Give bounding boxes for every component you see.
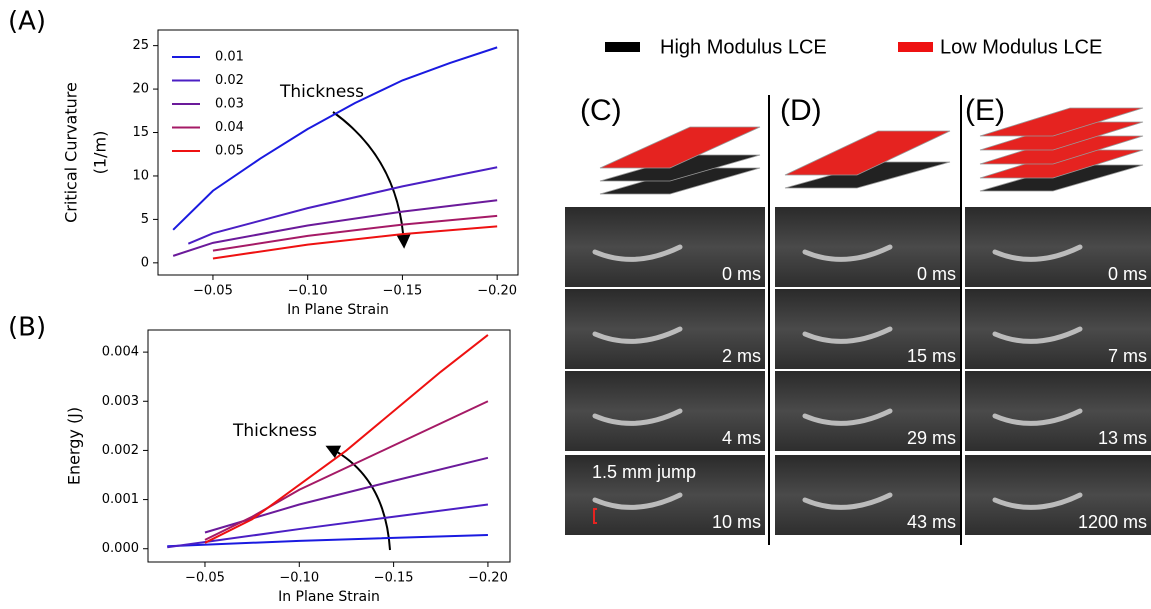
frame-time: 0 ms	[1108, 264, 1147, 284]
legend-label: 0.05	[215, 144, 244, 159]
y-axis-label: (1/m)	[91, 131, 110, 175]
arrow	[332, 111, 411, 249]
frame-time: 43 ms	[907, 512, 956, 532]
video-frame	[775, 207, 960, 287]
plot-frame	[147, 329, 511, 563]
x-tick-label: −0.15	[382, 284, 422, 299]
specimen	[992, 244, 1083, 262]
x-tick-label: −0.20	[468, 571, 508, 586]
data-line	[212, 214, 498, 252]
video-frame	[775, 371, 960, 451]
video-frame	[965, 289, 1151, 369]
legend-label: 0.02	[215, 73, 244, 88]
annotation: Thickness	[279, 82, 364, 102]
y-tick-label: 0	[141, 255, 149, 270]
panel-label: (B)	[8, 313, 46, 343]
frame-time: 1200 ms	[1078, 512, 1147, 532]
frame-time: 15 ms	[907, 346, 956, 366]
frame-time: 4 ms	[722, 428, 761, 448]
specimen	[592, 244, 683, 262]
frame-time: 29 ms	[907, 428, 956, 448]
video-frame	[565, 289, 765, 369]
layer-stack	[599, 107, 1144, 195]
frame-time: 7 ms	[1108, 346, 1147, 366]
video-frame	[565, 207, 765, 287]
x-tick-label: −0.15	[374, 571, 414, 586]
y-axis-label: Energy (J)	[65, 407, 84, 485]
data-line	[204, 334, 489, 544]
x-tick-label: −0.10	[279, 571, 319, 586]
annotation: Thickness	[232, 421, 317, 441]
specimen	[802, 492, 893, 510]
legend-label: 0.03	[215, 97, 244, 112]
x-axis-label: In Plane Strain	[287, 302, 389, 318]
y-tick-label: 20	[132, 82, 149, 97]
video-frame	[965, 207, 1151, 287]
video-frame	[775, 455, 960, 535]
y-tick-label: 10	[132, 168, 149, 183]
video-frame	[965, 455, 1151, 535]
data-line	[187, 166, 498, 245]
video-frame	[565, 371, 765, 451]
specimen	[592, 408, 683, 426]
specimen	[992, 408, 1083, 426]
legend-label: 0.01	[215, 50, 244, 65]
legend-label: High Modulus LCE	[660, 36, 827, 58]
data-line	[167, 503, 489, 549]
x-tick-label: −0.10	[288, 284, 328, 299]
frame-note: 1.5 mm jump	[592, 462, 696, 482]
specimen	[802, 408, 893, 426]
frame-time: 13 ms	[1098, 428, 1147, 448]
specimen	[592, 326, 683, 344]
specimen	[992, 492, 1083, 510]
legend-label: Low Modulus LCE	[940, 36, 1102, 58]
data-line	[172, 46, 498, 231]
plot-frame	[157, 29, 519, 276]
y-tick-label: 0.002	[102, 443, 139, 458]
specimen	[592, 492, 683, 510]
y-tick-label: 25	[132, 38, 149, 53]
y-tick-label: 15	[132, 125, 149, 140]
legend-swatch	[898, 42, 933, 52]
frame-time: 0 ms	[722, 264, 761, 284]
data-line	[172, 199, 498, 257]
legend-swatch	[605, 42, 640, 52]
video-frame	[565, 455, 765, 535]
panel-label: (E)	[965, 94, 1005, 127]
y-tick-label: 0.001	[102, 492, 139, 507]
x-tick-label: −0.05	[193, 284, 233, 299]
panel-label: (D)	[780, 94, 822, 127]
panel-label: (C)	[580, 94, 622, 127]
specimen	[992, 326, 1083, 344]
y-tick-label: 5	[141, 212, 149, 227]
y-axis-label: Critical Curvature	[62, 82, 81, 223]
x-tick-label: −0.20	[477, 284, 517, 299]
panel-label: (A)	[8, 7, 46, 37]
x-axis-label: In Plane Strain	[278, 589, 380, 605]
frame-time: 10 ms	[712, 512, 761, 532]
data-line	[167, 533, 488, 548]
scale-bracket	[593, 508, 597, 524]
legend-label: 0.04	[215, 120, 244, 135]
x-tick-label: −0.05	[185, 571, 225, 586]
video-frame	[965, 371, 1151, 451]
y-tick-label: 0.003	[102, 394, 139, 409]
data-line	[204, 400, 489, 541]
y-tick-label: 0.000	[102, 541, 139, 556]
specimen	[802, 326, 893, 344]
data-line	[212, 225, 498, 260]
y-tick-label: 0.004	[102, 345, 139, 360]
video-frame	[775, 289, 960, 369]
frame-time: 2 ms	[722, 346, 761, 366]
frame-time: 0 ms	[917, 264, 956, 284]
specimen	[802, 244, 893, 262]
